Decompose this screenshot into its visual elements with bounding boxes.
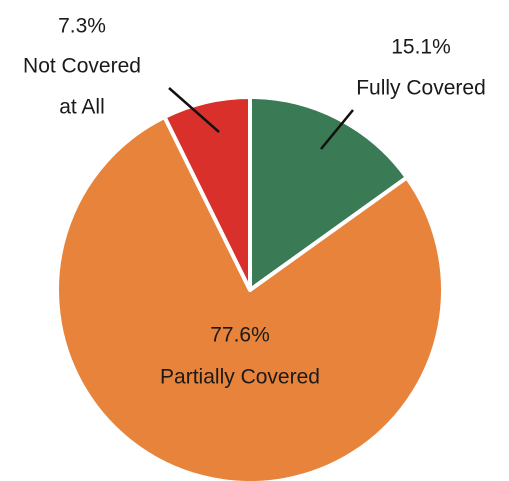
pie-slice-not-covered: [162, 95, 252, 292]
leader-line-fully-covered: [320, 109, 354, 150]
leader-lines: [168, 87, 354, 150]
pie-slice-fully-covered: [248, 95, 409, 292]
slice-name-label-partially-covered: Partially Covered: [160, 366, 320, 389]
slice-name-label-fully-covered: Fully Covered: [356, 77, 486, 100]
slice-value-label-fully-covered: 15.1%: [391, 36, 451, 59]
slice-name-label-not-covered: at All: [59, 96, 105, 119]
slice-value-label-partially-covered: 77.6%: [210, 324, 270, 347]
pie-slice-partially-covered: [55, 114, 445, 481]
pie-slices: [55, 95, 445, 481]
leader-line-not-covered: [168, 87, 220, 133]
slice-labels: 15.1% Fully Covered 77.6% Partially Covered…: [23, 15, 486, 389]
slice-value-label-not-covered: 7.3%: [58, 15, 106, 38]
slice-name-label-not-covered: Not Covered: [23, 55, 141, 78]
